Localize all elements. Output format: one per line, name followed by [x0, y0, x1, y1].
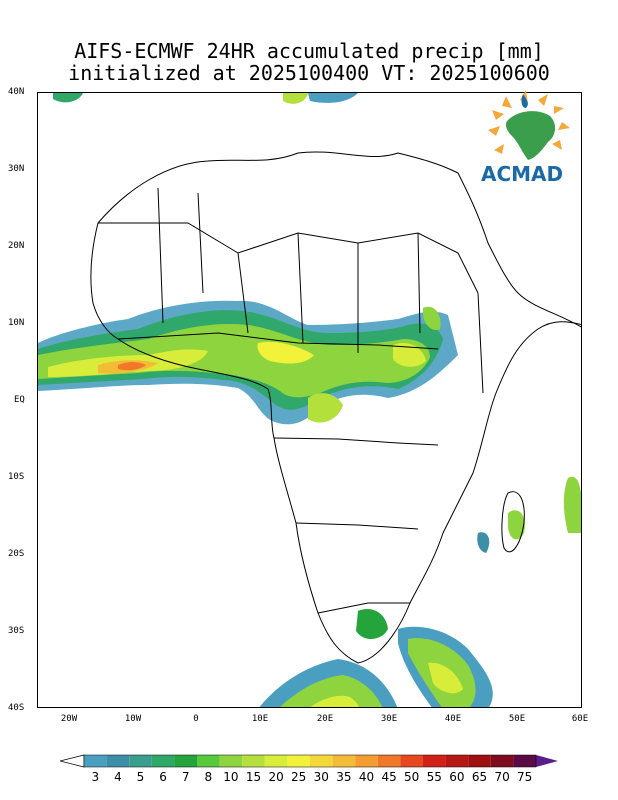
coastlines [90, 151, 581, 664]
x-tick-label: 20E [316, 714, 334, 724]
colorbar-swatch [219, 755, 243, 767]
colorbar-swatch [174, 755, 197, 767]
colorbar-swatch [242, 755, 265, 767]
colorbar-swatch [423, 755, 446, 767]
colorbar-swatch [106, 755, 130, 767]
colorbar-swatch [355, 755, 378, 767]
acmad-logo-text: ACMAD [481, 162, 564, 186]
colorbar-swatch [129, 755, 152, 767]
colorbar-label: 50 [404, 770, 420, 784]
colorbar-label: 35 [336, 770, 352, 784]
colorbar-swatch [197, 755, 220, 767]
colorbar-label: 70 [494, 770, 510, 784]
y-tick-label: 10N [8, 318, 25, 328]
y-tick-label: 20S [8, 549, 25, 559]
colorbar-label: 65 [471, 770, 488, 784]
x-tick-label: 60E [571, 714, 589, 724]
colorbar-label: 6 [159, 770, 167, 784]
colorbar-over-triangle [536, 755, 558, 767]
colorbar-label: 3 [91, 770, 100, 784]
x-tick-label: 50E [508, 714, 526, 724]
colorbar-swatch [287, 755, 310, 767]
y-tick-label: 40N [8, 87, 25, 97]
map-canvas [38, 93, 581, 707]
acmad-logo [488, 90, 570, 160]
colorbar-swatch [468, 755, 491, 767]
map-title-line-2: initialized at 2025100400 VT: 2025100600 [68, 61, 550, 85]
colorbar-label: 20 [268, 770, 284, 784]
colorbar-label: 75 [517, 770, 533, 784]
y-tick-label: 10S [8, 472, 25, 482]
x-tick-label: 10E [251, 714, 269, 724]
map-panel [37, 92, 582, 708]
colorbar-swatch [264, 755, 288, 767]
y-tick-label: 30S [8, 626, 25, 636]
colorbar-swatch [310, 755, 333, 767]
colorbar-swatch [84, 755, 107, 767]
y-tick-label: 30N [8, 164, 25, 174]
x-tick-label: 40E [444, 714, 462, 724]
colorbar-label: 5 [136, 770, 145, 784]
y-tick-label: 20N [8, 241, 25, 251]
colorbar-swatch [151, 755, 175, 767]
y-tick-label: 40S [8, 703, 25, 713]
map-title-line-1: AIFS-ECMWF 24HR accumulated precip [mm] [74, 39, 544, 63]
colorbar-label: 40 [358, 770, 375, 784]
colorbar-label: 25 [291, 770, 307, 784]
colorbar-label: 4 [114, 770, 122, 784]
colorbar-swatch [490, 755, 514, 767]
x-tick-label: 20W [60, 714, 78, 724]
colorbar-swatch [332, 755, 356, 767]
precip-field [38, 93, 581, 707]
x-tick-label: 30E [380, 714, 398, 724]
colorbar-label: 10 [223, 770, 239, 784]
colorbar-label: 45 [381, 770, 397, 784]
colorbar-under-triangle [60, 754, 85, 768]
colorbar-label: 55 [426, 770, 442, 784]
colorbar-label: 30 [313, 770, 329, 784]
colorbar [60, 754, 558, 768]
colorbar-swatch [513, 755, 536, 767]
x-tick-label: 10W [124, 714, 142, 724]
y-tick-label: EQ [14, 395, 25, 405]
colorbar-label: 8 [204, 770, 213, 784]
colorbar-swatch [400, 755, 423, 767]
colorbar-swatch [377, 755, 401, 767]
colorbar-swatch [445, 755, 469, 767]
colorbar-label: 60 [449, 770, 465, 784]
colorbar-label: 7 [181, 770, 190, 784]
colorbar-label: 15 [245, 770, 262, 784]
x-tick-label: 0 [193, 714, 199, 724]
